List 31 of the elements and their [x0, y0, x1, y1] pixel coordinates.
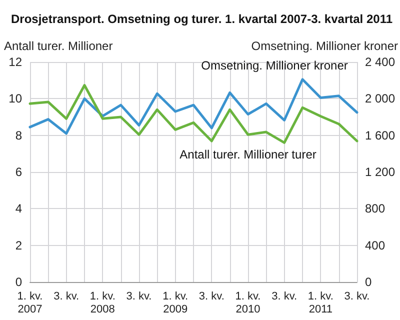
y-tick-label: 6	[15, 165, 22, 179]
y2-tick-label: 400	[365, 238, 386, 252]
y-tick-label: 12	[8, 55, 22, 69]
y2-tick-label: 1 200	[365, 165, 396, 179]
y-axis-title: Antall turer. Millioner	[4, 39, 113, 53]
y2-axis-title: Omsetning. Millioner kroner	[251, 39, 398, 53]
y2-tick-label: 2 400	[365, 55, 396, 69]
y-tick-label: 0	[15, 275, 22, 289]
y2-tick-label: 1 600	[365, 128, 396, 142]
y2-tick-label: 2 000	[365, 92, 396, 106]
chart-title: Drosjetransport. Omsetning og turer. 1. kvartal 2007-3. kvartal 2011	[11, 12, 393, 26]
x-tick-label: 1. kv. 2007	[17, 290, 43, 316]
y-tick-label: 8	[15, 128, 22, 142]
x-tick-label: 3. kv.	[198, 290, 224, 302]
x-tick-label: 3. kv.	[54, 290, 80, 302]
x-tick-label: 3. kv.	[126, 290, 152, 302]
y2-tick-label: 800	[365, 202, 386, 216]
y-tick-label: 2	[15, 238, 22, 252]
x-tick-label: 3. kv.	[272, 290, 298, 302]
line-series	[28, 84, 358, 144]
y2-tick-label: 0	[365, 275, 372, 289]
y-tick-label: 4	[15, 202, 22, 216]
x-tick-label: 3. kv.	[344, 290, 370, 302]
line-series	[28, 78, 358, 135]
x-tick-label: 1. kv. 2011	[308, 290, 334, 316]
y-tick-label: 10	[8, 92, 22, 106]
series-label: Antall turer. Millioner turer	[180, 148, 316, 162]
x-tick-label: 1. kv. 2010	[235, 290, 261, 316]
text: Omsetning. Millioner kroner	[201, 58, 348, 72]
x-tick-label: 1. kv. 2009	[162, 290, 188, 316]
x-tick-label: 1. kv. 2008	[90, 290, 116, 316]
